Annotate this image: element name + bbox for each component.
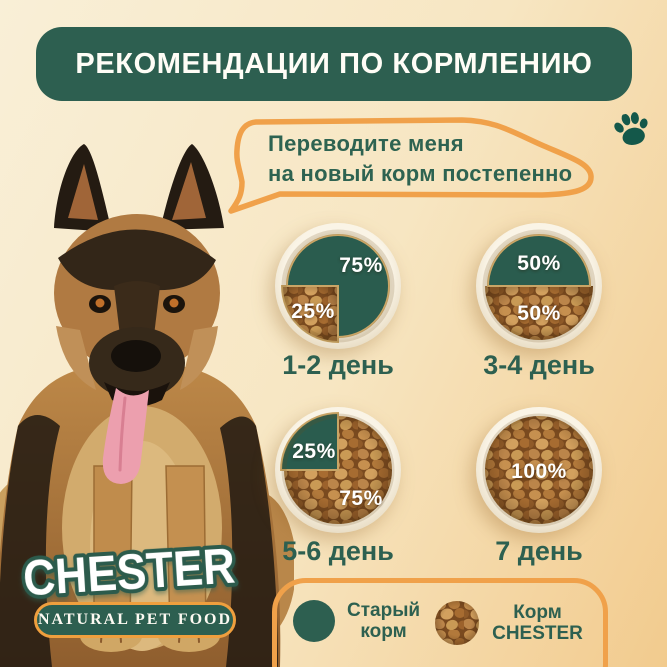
paw-print-icon <box>614 112 648 145</box>
legend-box: Старый корм Корм CHESTER <box>272 578 608 667</box>
bowl-day-1-2: 75% 25% <box>268 216 408 356</box>
legend-item-old-food: Старый корм <box>293 600 420 643</box>
brand-name: CHESTER <box>22 538 237 607</box>
pct-label-new: 50% <box>517 302 561 325</box>
old-food-label: Старый корм <box>347 600 420 643</box>
old-food-label-line1: Старый <box>347 600 421 621</box>
chester-food-label-line1: Корм <box>513 601 562 623</box>
chester-food-label-line2: CHESTER <box>492 623 583 644</box>
german-shepherd-dog-photo <box>0 144 294 667</box>
brand-logo: CHESTER <box>18 534 241 611</box>
pct-label-old: 75% <box>339 254 383 277</box>
legend-item-chester-food: Корм CHESTER <box>434 600 583 646</box>
pct-label-old: 25% <box>292 440 336 463</box>
bubble-text-line1: Переводите меня <box>268 131 464 156</box>
bowl-day-5-6: 25% 75% <box>268 400 408 540</box>
pie-chart-day-3-4 <box>476 223 602 349</box>
pie-chart-day-7 <box>476 407 602 533</box>
kibble-swatch <box>435 601 480 645</box>
bowl-day-7: 100% <box>469 400 609 540</box>
pct-label-new: 25% <box>291 300 335 323</box>
day-label-5-6: 5-6 день <box>282 536 394 566</box>
brand-tagline: NATURAL PET FOOD <box>37 611 233 628</box>
day-label-7: 7 день <box>495 536 583 566</box>
old-food-swatch <box>293 600 335 643</box>
brand-tagline-pill: NATURAL PET FOOD <box>34 602 236 638</box>
header-banner: РЕКОМЕНДАЦИИ ПО КОРМЛЕНИЮ <box>36 27 632 101</box>
pct-label-new: 100% <box>511 460 567 483</box>
pie-chart-day-1-2 <box>275 223 401 349</box>
bubble-text-line2: на новый корм постепенно <box>268 161 573 186</box>
pct-label-old: 50% <box>517 252 561 275</box>
speech-bubble <box>228 117 594 214</box>
bowl-day-3-4: 50% 50% <box>469 216 609 356</box>
day-label-3-4: 3-4 день <box>483 350 595 380</box>
page-title: РЕКОМЕНДАЦИИ ПО КОРМЛЕНИЮ <box>75 47 593 80</box>
pct-label-new: 75% <box>339 487 383 510</box>
chester-food-label: Корм CHESTER <box>492 602 583 645</box>
day-label-1-2: 1-2 день <box>282 350 394 380</box>
pie-chart-day-5-6 <box>275 407 401 533</box>
old-food-label-line2: корм <box>360 621 407 643</box>
